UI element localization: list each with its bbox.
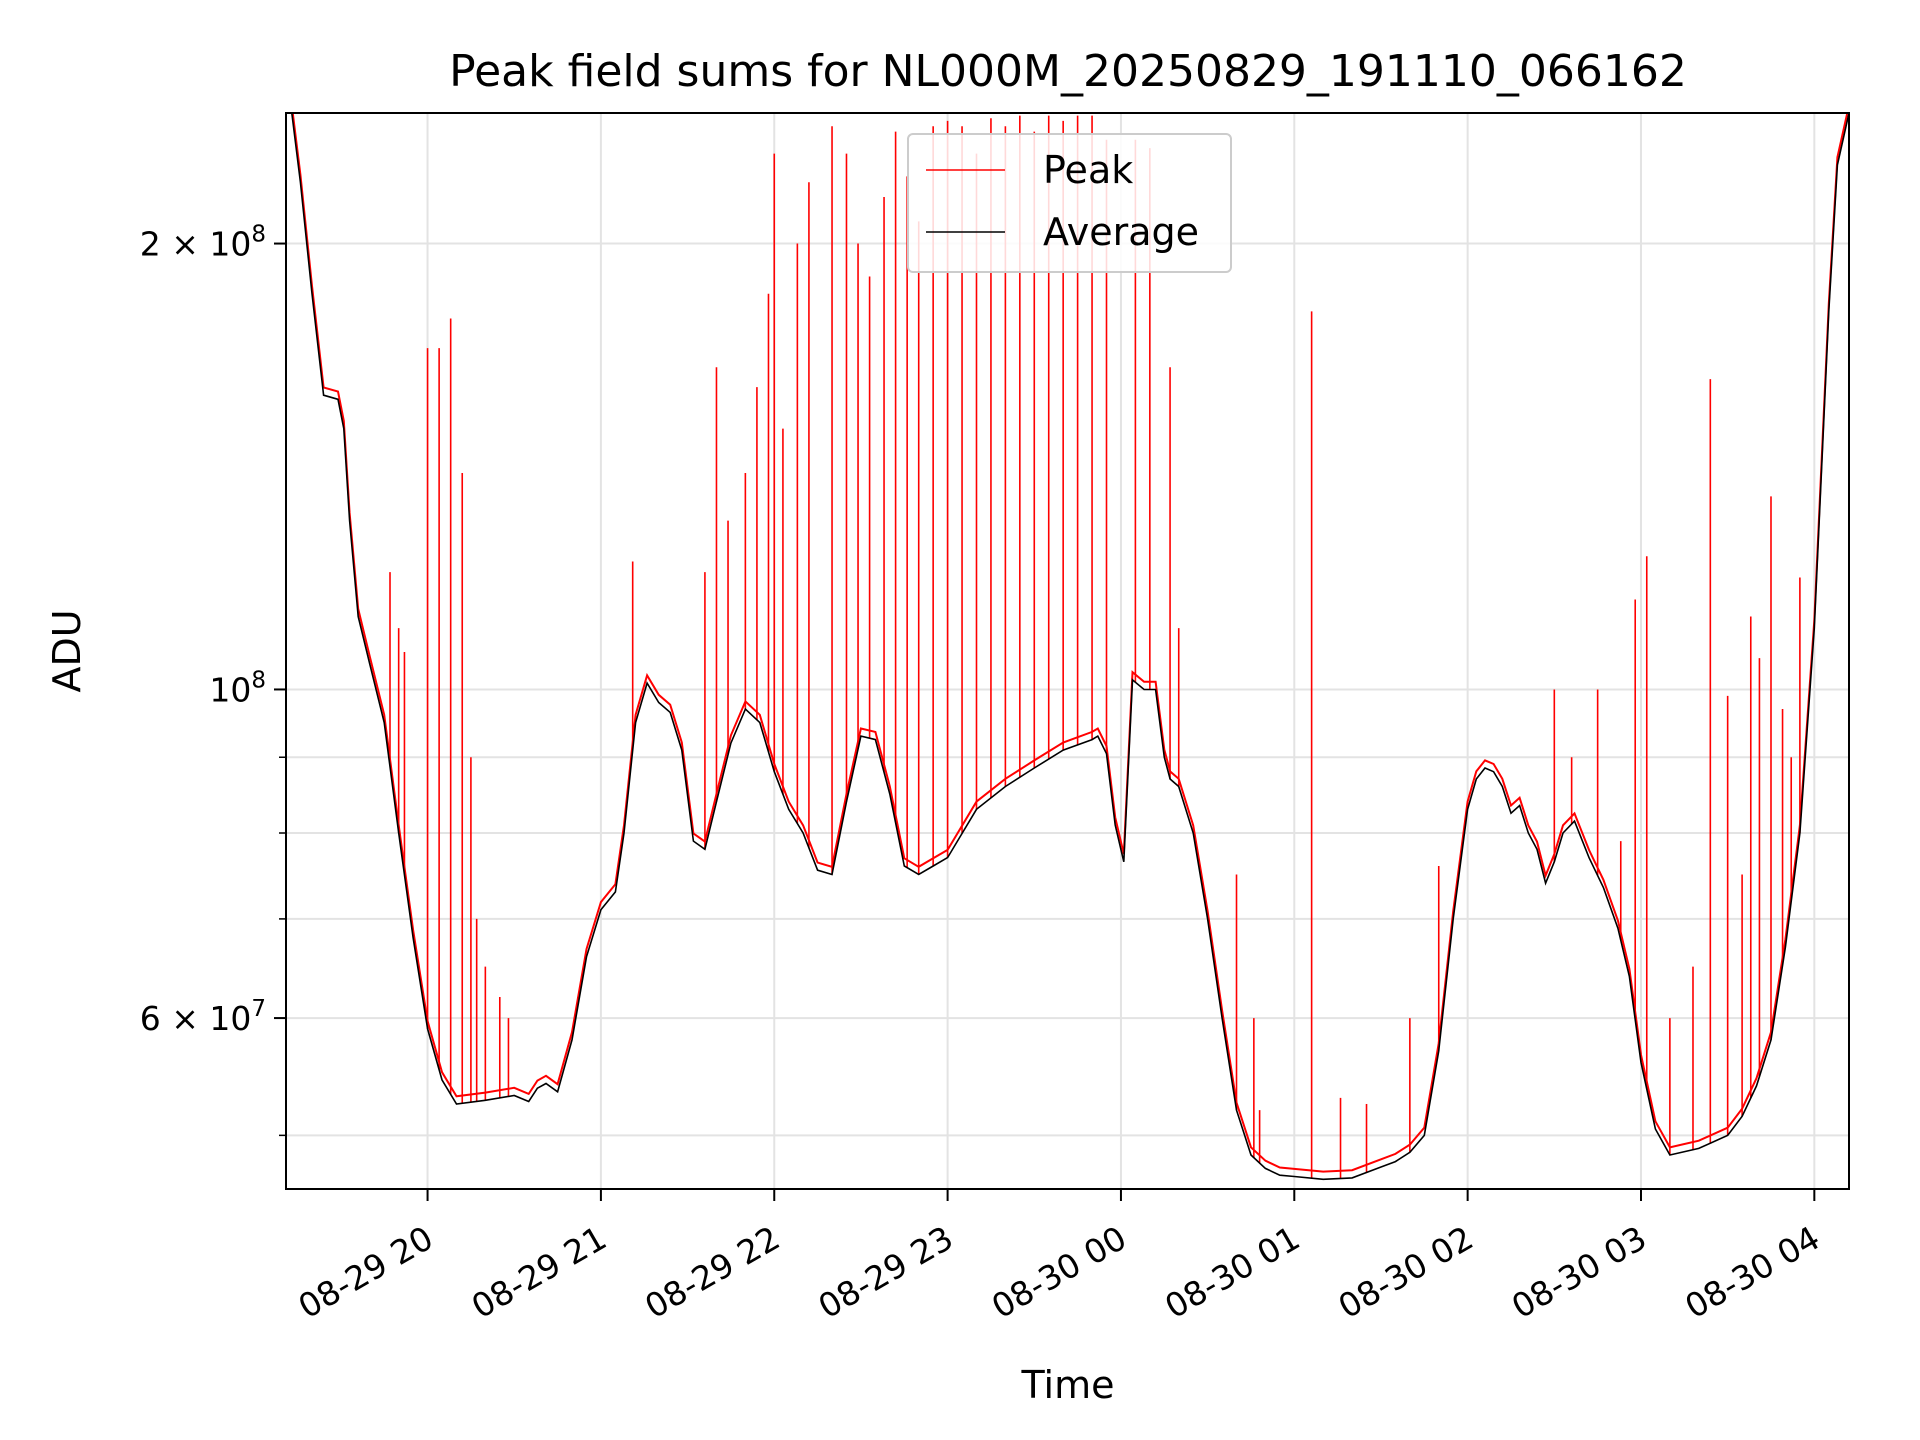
y-axis: 6 × 107 108 2 × 108 [140, 222, 286, 1137]
x-tick-label: 08-30 04 [1678, 1218, 1826, 1326]
series-average-line [286, 113, 1849, 1181]
x-tick-label: 08-30 03 [1505, 1218, 1653, 1326]
x-tick-label: 08-29 21 [465, 1218, 613, 1326]
x-tick-label: 08-29 22 [638, 1218, 786, 1326]
x-tick-label: 08-30 01 [1158, 1218, 1306, 1326]
plot-area [286, 113, 1849, 1181]
legend-label-average: Average [1043, 210, 1199, 254]
series-peak-line [291, 113, 1849, 1173]
x-axis: 08-29 20 08-29 21 08-29 22 08-29 23 08-30 00… [292, 1189, 1826, 1326]
x-tick-label: 08-30 02 [1332, 1218, 1480, 1326]
series-layer [286, 113, 1849, 1181]
y-tick-label: 2 × 108 [140, 222, 266, 264]
legend-box [907, 133, 1232, 273]
chart-title: Peak field sums for NL000M_20250829_1911… [449, 46, 1687, 97]
legend-label-peak: Peak [1043, 148, 1133, 192]
x-tick-label: 08-29 20 [292, 1218, 440, 1326]
legend: Peak Average [907, 133, 1232, 273]
y-axis-label: ADU [45, 609, 89, 692]
plot-frame [285, 112, 1850, 1190]
x-tick-label: 08-29 23 [812, 1218, 960, 1326]
grid-lines [286, 113, 1849, 1189]
y-tick-label: 6 × 107 [140, 996, 266, 1038]
x-tick-label: 08-30 00 [985, 1218, 1133, 1326]
x-axis-label: Time [1021, 1363, 1115, 1407]
y-tick-label: 108 [209, 667, 266, 709]
